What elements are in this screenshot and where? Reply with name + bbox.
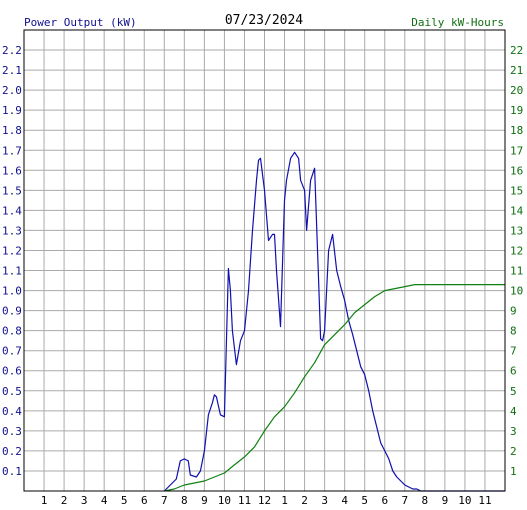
x-tick-label: 11	[478, 494, 491, 507]
x-tick-label: 12	[258, 494, 271, 507]
x-tick-label: 5	[121, 494, 128, 507]
x-tick-label: 2	[61, 494, 68, 507]
left-axis-ticks: 0.1 0.2 0.3 0.4 0.5 0.6 0.7 0.8 0.9 1.0 1.1 1.2 1.3 1…	[2, 44, 22, 478]
right-tick-label: 13	[510, 224, 523, 237]
right-tick-label: 19	[510, 104, 523, 117]
x-tick-label: 10	[458, 494, 471, 507]
power-output-line	[163, 151, 505, 492]
left-tick-label: 2.0	[2, 84, 22, 97]
right-tick-label: 1	[510, 465, 517, 478]
x-tick-label: 7	[401, 494, 408, 507]
left-tick-label: 0.1	[2, 465, 22, 478]
x-axis-ticks: 1 2 3 4 5 6 7 8 9 10 11 12 1 2 3 4 5 6 7 8 9 10 11	[41, 494, 492, 507]
right-tick-label: 8	[510, 325, 517, 338]
x-tick-label: 2	[301, 494, 308, 507]
left-tick-label: 1.3	[2, 224, 22, 237]
x-tick-label: 10	[218, 494, 231, 507]
x-tick-label: 11	[238, 494, 251, 507]
right-tick-label: 10	[510, 285, 523, 298]
left-tick-label: 0.2	[2, 445, 22, 458]
left-tick-label: 1.5	[2, 184, 22, 197]
x-tick-label: 5	[361, 494, 368, 507]
x-tick-label: 4	[341, 494, 348, 507]
right-tick-label: 9	[510, 305, 517, 318]
left-tick-label: 1.7	[2, 144, 22, 157]
x-tick-label: 9	[442, 494, 449, 507]
gridlines	[24, 30, 505, 491]
right-tick-label: 20	[510, 84, 523, 97]
left-tick-label: 1.0	[2, 285, 22, 298]
right-tick-label: 15	[510, 184, 523, 197]
left-tick-label: 0.8	[2, 325, 22, 338]
x-tick-label: 8	[181, 494, 188, 507]
right-tick-label: 7	[510, 345, 517, 358]
right-tick-label: 22	[510, 44, 523, 57]
x-tick-label: 6	[141, 494, 148, 507]
daily-kwh-line	[164, 284, 505, 492]
left-tick-label: 0.9	[2, 305, 22, 318]
x-tick-label: 8	[422, 494, 429, 507]
left-tick-label: 2.2	[2, 44, 22, 57]
right-tick-label: 17	[510, 144, 523, 157]
left-tick-label: 0.6	[2, 365, 22, 378]
x-tick-label: 3	[321, 494, 328, 507]
right-axis-title: Daily kW-Hours	[411, 16, 504, 29]
left-tick-label: 0.7	[2, 345, 22, 358]
right-tick-label: 2	[510, 445, 517, 458]
x-tick-label: 9	[201, 494, 208, 507]
right-tick-label: 6	[510, 365, 517, 378]
left-tick-label: 1.4	[2, 204, 22, 217]
left-tick-label: 1.6	[2, 164, 22, 177]
x-tick-label: 1	[41, 494, 48, 507]
series-lines	[163, 151, 505, 492]
x-tick-label: 1	[281, 494, 288, 507]
right-tick-label: 4	[510, 405, 517, 418]
x-tick-label: 6	[381, 494, 388, 507]
right-tick-label: 11	[510, 265, 523, 278]
right-tick-label: 3	[510, 425, 517, 438]
left-tick-label: 2.1	[2, 64, 22, 77]
left-tick-label: 1.2	[2, 244, 22, 257]
left-axis-title: Power Output (kW)	[24, 16, 137, 29]
right-tick-label: 14	[510, 204, 524, 217]
left-tick-label: 0.4	[2, 405, 22, 418]
left-tick-label: 1.8	[2, 124, 22, 137]
right-tick-label: 5	[510, 385, 517, 398]
left-tick-label: 1.9	[2, 104, 22, 117]
plot-border	[23, 29, 506, 492]
right-tick-label: 18	[510, 124, 523, 137]
left-tick-label: 0.5	[2, 385, 22, 398]
right-tick-label: 12	[510, 244, 523, 257]
right-tick-label: 16	[510, 164, 523, 177]
x-tick-label: 4	[101, 494, 108, 507]
chart-title-date: 07/23/2024	[225, 13, 303, 28]
plot-frame	[23, 29, 506, 492]
left-tick-label: 0.3	[2, 425, 22, 438]
x-tick-label: 3	[81, 494, 88, 507]
left-tick-label: 1.1	[2, 265, 22, 278]
right-tick-label: 21	[510, 64, 523, 77]
x-tick-label: 7	[161, 494, 168, 507]
